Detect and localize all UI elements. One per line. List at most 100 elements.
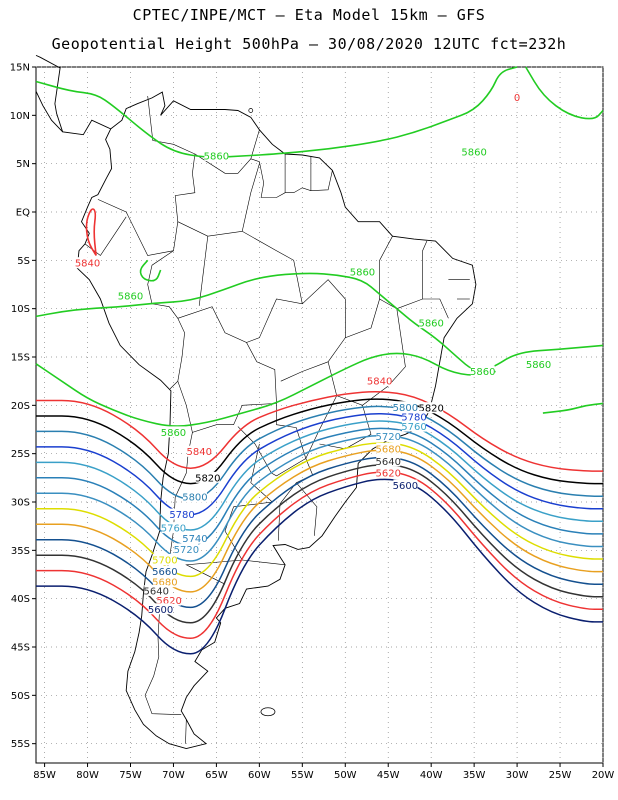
contour-label: 5860 (161, 428, 186, 439)
lat-label: 40S (11, 594, 30, 605)
contour-label-bg (393, 479, 418, 491)
contour-5860 (139, 259, 162, 282)
contour-label-bg (195, 471, 220, 483)
contour-label-bg (376, 442, 401, 454)
lon-label: 25W (549, 770, 572, 781)
contour-label: 5860 (470, 367, 495, 378)
lon-label: 65W (205, 770, 228, 781)
contour-5860 (542, 402, 604, 414)
lat-label: 35S (11, 546, 30, 557)
contour-label-bg (157, 594, 182, 606)
falkland-islands (260, 707, 276, 717)
lat-label: 45S (11, 643, 30, 654)
country-border (379, 236, 393, 299)
contour-label: 5780 (401, 412, 426, 423)
country-border (242, 559, 286, 566)
country-border (327, 298, 406, 406)
contour-label: 5760 (161, 524, 186, 535)
contour-label: 5820 (418, 404, 443, 415)
lat-label: 25S (11, 449, 30, 460)
contour-label: 5600 (393, 481, 418, 492)
contour-label: 5840 (75, 259, 100, 270)
contour-label-bg (462, 146, 487, 158)
central-america-pacific-coast (35, 91, 63, 133)
lat-label: 50S (11, 691, 30, 702)
country-border (422, 240, 428, 299)
contour-5700 (35, 442, 603, 578)
lon-label: 35W (463, 770, 486, 781)
country-border (185, 719, 187, 744)
contour-label: 5760 (401, 422, 426, 433)
map-title-line1: CPTEC/INPE/MCT – Eta Model 15km – GFS (132, 6, 486, 24)
lat-label: 10S (11, 304, 30, 315)
contour-label: 5860 (118, 292, 143, 303)
contour-label-bg (182, 532, 207, 544)
contour-label-bg (402, 420, 426, 432)
contour-label-bg (376, 467, 401, 478)
contour-label: 5800 (182, 493, 207, 504)
trinidad-island (248, 108, 254, 113)
lon-label: 80W (76, 770, 99, 781)
contour-label: 5700 (152, 556, 177, 567)
contour-5620 (36, 471, 603, 640)
contour-5740 (36, 427, 603, 547)
country-border (237, 403, 307, 477)
country-border (177, 221, 303, 304)
contour-5660 (36, 456, 603, 609)
contour-labels: 5860 586058605860586058605860586058405840… (75, 93, 551, 616)
contour-label-bg (161, 522, 186, 534)
country-border (296, 482, 318, 536)
contour-label: 5720 (174, 545, 199, 556)
contour-label: 5680 (376, 444, 401, 455)
contour-label-bg (526, 358, 551, 370)
contour-label: 5840 (187, 447, 212, 458)
south-america-coastline (76, 91, 477, 749)
contour-5680 (36, 449, 603, 593)
contour-5860 (35, 66, 518, 158)
country-border (319, 405, 372, 450)
country-border (194, 129, 260, 174)
contour-label-bg (393, 401, 418, 413)
contour-label-bg (170, 508, 195, 520)
lon-label: 85W (33, 770, 56, 781)
contour-label-bg (182, 491, 207, 503)
country-border (147, 250, 185, 390)
lat-label: 10N (10, 111, 30, 122)
contour-label-bg (367, 375, 392, 387)
contour-label-bg (376, 455, 401, 467)
contour-label-bg (148, 603, 173, 615)
contour-label: 5740 (182, 534, 207, 545)
contour-label: 5820 (195, 473, 220, 484)
contour-label-bg (204, 149, 229, 161)
lon-label: 20W (592, 770, 615, 781)
lon-label: 45W (377, 770, 400, 781)
contour-label: 5860 (461, 148, 486, 159)
lon-label: 55W (291, 770, 314, 781)
contour-label: 5860 (350, 267, 375, 278)
contour-label-bg (419, 317, 444, 329)
contour-label-bg (152, 565, 177, 577)
contour-5860 (35, 352, 496, 427)
country-border (396, 298, 449, 319)
contour-label: 5640 (376, 457, 401, 468)
lon-label: 60W (248, 770, 271, 781)
isolated-contour-marker: 0 (514, 93, 520, 104)
contour-label-bg (350, 265, 375, 277)
lon-label: 30W (506, 770, 529, 781)
contour-label-bg (75, 257, 100, 269)
contour-label: 5800 (393, 403, 418, 414)
contour-5760 (36, 420, 603, 531)
country-border (241, 163, 260, 232)
contour-label: 5720 (376, 432, 401, 443)
contour-label-bg (118, 290, 143, 302)
contour-label: 5640 (144, 586, 169, 597)
contour-label-bg (161, 426, 186, 438)
contour-5840 (35, 390, 603, 472)
contour-label: 5600 (148, 605, 173, 616)
contour-5840-loop (85, 208, 97, 256)
lat-label: EQ (16, 208, 30, 219)
contour-5720 (36, 434, 603, 562)
lat-label: 15S (11, 353, 30, 364)
contour-5800 (36, 405, 603, 500)
